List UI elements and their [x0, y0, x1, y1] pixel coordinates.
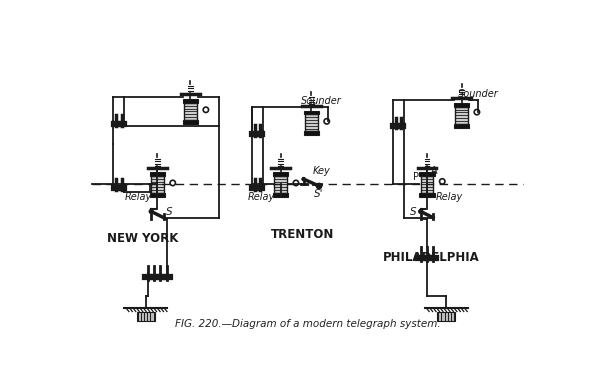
Text: PHILADELPHIA: PHILADELPHIA — [383, 252, 480, 264]
FancyBboxPatch shape — [454, 103, 469, 107]
FancyBboxPatch shape — [149, 193, 165, 197]
FancyBboxPatch shape — [455, 107, 467, 124]
FancyBboxPatch shape — [454, 124, 469, 127]
Text: Relay: Relay — [125, 192, 152, 202]
Text: S': S' — [314, 189, 324, 199]
FancyBboxPatch shape — [419, 193, 434, 197]
Text: Relay: Relay — [248, 192, 275, 202]
FancyBboxPatch shape — [437, 312, 455, 321]
FancyBboxPatch shape — [137, 312, 155, 321]
FancyBboxPatch shape — [274, 176, 287, 193]
Text: TRENTON: TRENTON — [271, 228, 334, 241]
Text: A: A — [431, 166, 437, 176]
Circle shape — [149, 209, 153, 213]
Circle shape — [316, 183, 322, 189]
FancyBboxPatch shape — [184, 103, 197, 120]
Text: NEW YORK: NEW YORK — [107, 232, 179, 245]
Text: Relay: Relay — [436, 192, 463, 202]
FancyBboxPatch shape — [304, 111, 319, 114]
Text: Sounder: Sounder — [458, 89, 499, 99]
Text: Key: Key — [313, 166, 331, 176]
Text: S: S — [410, 206, 416, 217]
FancyBboxPatch shape — [305, 114, 317, 131]
FancyBboxPatch shape — [149, 172, 165, 176]
Circle shape — [419, 209, 422, 213]
Text: S: S — [166, 206, 172, 217]
FancyBboxPatch shape — [273, 193, 288, 197]
FancyBboxPatch shape — [151, 176, 164, 193]
FancyBboxPatch shape — [183, 120, 198, 124]
FancyBboxPatch shape — [304, 131, 319, 135]
Text: FIG. 220.—Diagram of a modern telegraph system.: FIG. 220.—Diagram of a modern telegraph … — [175, 319, 440, 329]
Text: Sounder: Sounder — [301, 96, 341, 106]
Circle shape — [302, 177, 305, 180]
FancyBboxPatch shape — [421, 176, 433, 193]
FancyBboxPatch shape — [419, 172, 434, 176]
FancyBboxPatch shape — [273, 172, 288, 176]
FancyBboxPatch shape — [183, 99, 198, 103]
Text: P: P — [413, 172, 419, 182]
